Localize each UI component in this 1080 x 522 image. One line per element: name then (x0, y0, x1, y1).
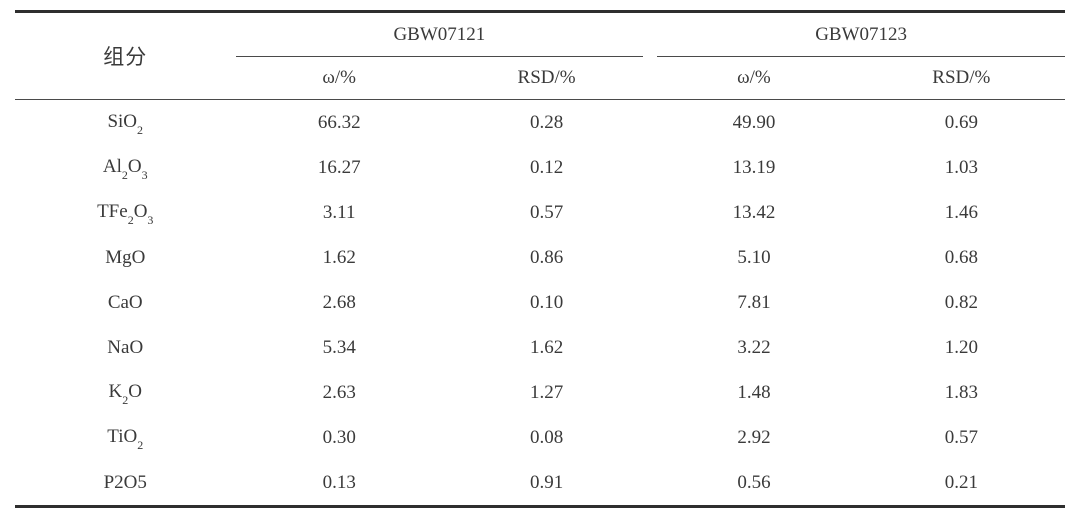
component-cell: SiO2 (107, 111, 144, 137)
value-cell: 1.62 (529, 336, 564, 358)
table-row-cao: CaO 2.68 0.10 7.81 0.82 (15, 280, 1065, 325)
value-cell: 1.03 (944, 156, 978, 178)
composition-table: 组分 GBW07121 GBW07123 ω/% RSD/% ω/% RSD/%… (15, 10, 1065, 508)
group-header-gbw07121-label: GBW07121 (235, 13, 644, 57)
value-cell: 2.92 (737, 426, 771, 448)
group-header-gbw07121: GBW07121 (235, 12, 651, 57)
component-cell: TiO2 (107, 426, 144, 452)
table-row-tfe2o3: TFe2O3 3.11 0.57 13.42 1.46 (15, 190, 1065, 235)
value-cell: 7.81 (737, 291, 771, 313)
value-cell: 0.08 (529, 426, 564, 448)
table-row-al2o3: Al2O3 16.27 0.12 13.19 1.03 (15, 145, 1065, 190)
value-cell: 0.68 (944, 246, 978, 268)
value-cell: 5.10 (737, 246, 771, 268)
component-cell: K2O (108, 381, 142, 407)
subheader-rsd-gbw07121: RSD/% (442, 57, 651, 100)
value-cell: 1.46 (944, 201, 978, 223)
value-cell: 1.27 (529, 381, 564, 403)
value-cell: 1.83 (944, 381, 978, 403)
value-cell: 2.68 (322, 291, 356, 313)
value-cell: 0.57 (529, 201, 564, 223)
value-cell: 13.19 (732, 156, 776, 178)
value-cell: 1.48 (737, 381, 771, 403)
value-cell: 0.57 (944, 426, 978, 448)
table-row-tio2: TiO2 0.30 0.08 2.92 0.57 (15, 415, 1065, 460)
value-cell: 49.90 (732, 111, 776, 133)
component-cell: P2O5 (103, 471, 147, 493)
subheader-row: ω/% RSD/% ω/% RSD/% (15, 57, 1065, 100)
value-cell: 0.86 (529, 246, 564, 268)
table-row-mgo: MgO 1.62 0.86 5.10 0.68 (15, 235, 1065, 280)
subheader-rsd-gbw07123: RSD/% (857, 57, 1065, 100)
subheader-omega-gbw07123: ω/% (650, 57, 858, 100)
subheader-omega-gbw07121: ω/% (235, 57, 443, 100)
value-cell: 1.20 (944, 336, 978, 358)
value-cell: 0.69 (944, 111, 978, 133)
component-cell: NaO (107, 336, 144, 358)
table-row-k2o: K2O 2.63 1.27 1.48 1.83 (15, 370, 1065, 415)
value-cell: 66.32 (317, 111, 361, 133)
value-cell: 0.21 (944, 471, 978, 493)
component-cell: CaO (107, 291, 143, 313)
table-row-nao: NaO 5.34 1.62 3.22 1.20 (15, 325, 1065, 370)
value-cell: 0.82 (944, 291, 978, 313)
value-cell: 16.27 (317, 156, 361, 178)
group-header-gbw07123-label: GBW07123 (657, 13, 1065, 57)
value-cell: 1.62 (322, 246, 356, 268)
table-row-sio2: SiO2 66.32 0.28 49.90 0.69 (15, 100, 1065, 146)
value-cell: 0.12 (529, 156, 564, 178)
group-header-row: 组分 GBW07121 GBW07123 (15, 11, 1065, 100)
value-cell: 13.42 (732, 201, 776, 223)
group-header-gbw07123: GBW07123 (650, 12, 1065, 57)
value-cell: 0.56 (737, 471, 771, 493)
value-cell: 0.13 (322, 471, 356, 493)
value-cell: 3.22 (737, 336, 771, 358)
value-cell: 0.28 (529, 111, 564, 133)
value-cell: 0.10 (529, 291, 564, 313)
value-cell: 0.30 (322, 426, 356, 448)
component-cell: Al2O3 (102, 156, 148, 182)
value-cell: 2.63 (322, 381, 356, 403)
component-cell: MgO (105, 246, 146, 268)
value-cell: 3.11 (322, 201, 356, 223)
value-cell: 0.91 (529, 471, 564, 493)
component-column-header: 组分 (15, 11, 236, 100)
value-cell: 5.34 (322, 336, 356, 358)
component-cell: TFe2O3 (97, 201, 154, 227)
table-row-p2o5: P2O5 0.13 0.91 0.56 0.21 (15, 460, 1065, 507)
